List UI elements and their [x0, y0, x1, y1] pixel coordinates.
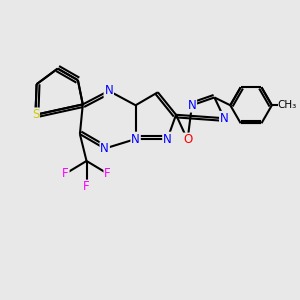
Text: N: N	[188, 99, 196, 112]
Text: S: S	[32, 108, 39, 121]
Text: N: N	[104, 84, 113, 97]
Text: N: N	[163, 133, 172, 146]
Text: N: N	[100, 142, 109, 155]
Text: F: F	[62, 167, 69, 180]
Text: O: O	[183, 134, 192, 146]
Text: F: F	[83, 180, 90, 194]
Text: N: N	[131, 133, 140, 146]
Text: CH₃: CH₃	[278, 100, 297, 110]
Text: N: N	[220, 112, 229, 125]
Text: F: F	[104, 167, 111, 180]
